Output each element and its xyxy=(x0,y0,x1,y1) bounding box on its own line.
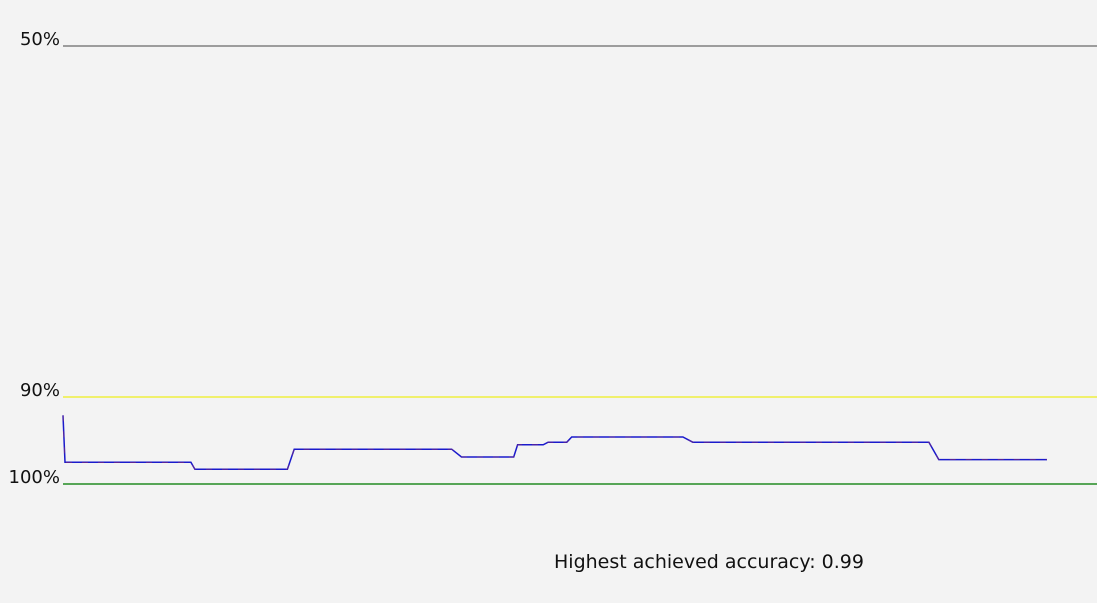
reference-label-50pct: 50% xyxy=(20,29,60,50)
reference-label-100pct: 100% xyxy=(9,467,60,488)
highest-accuracy-text: Highest achieved accuracy: 0.99 xyxy=(554,551,864,573)
accuracy-series-overlay xyxy=(62,415,1047,470)
reference-label-90pct: 90% xyxy=(20,380,60,401)
